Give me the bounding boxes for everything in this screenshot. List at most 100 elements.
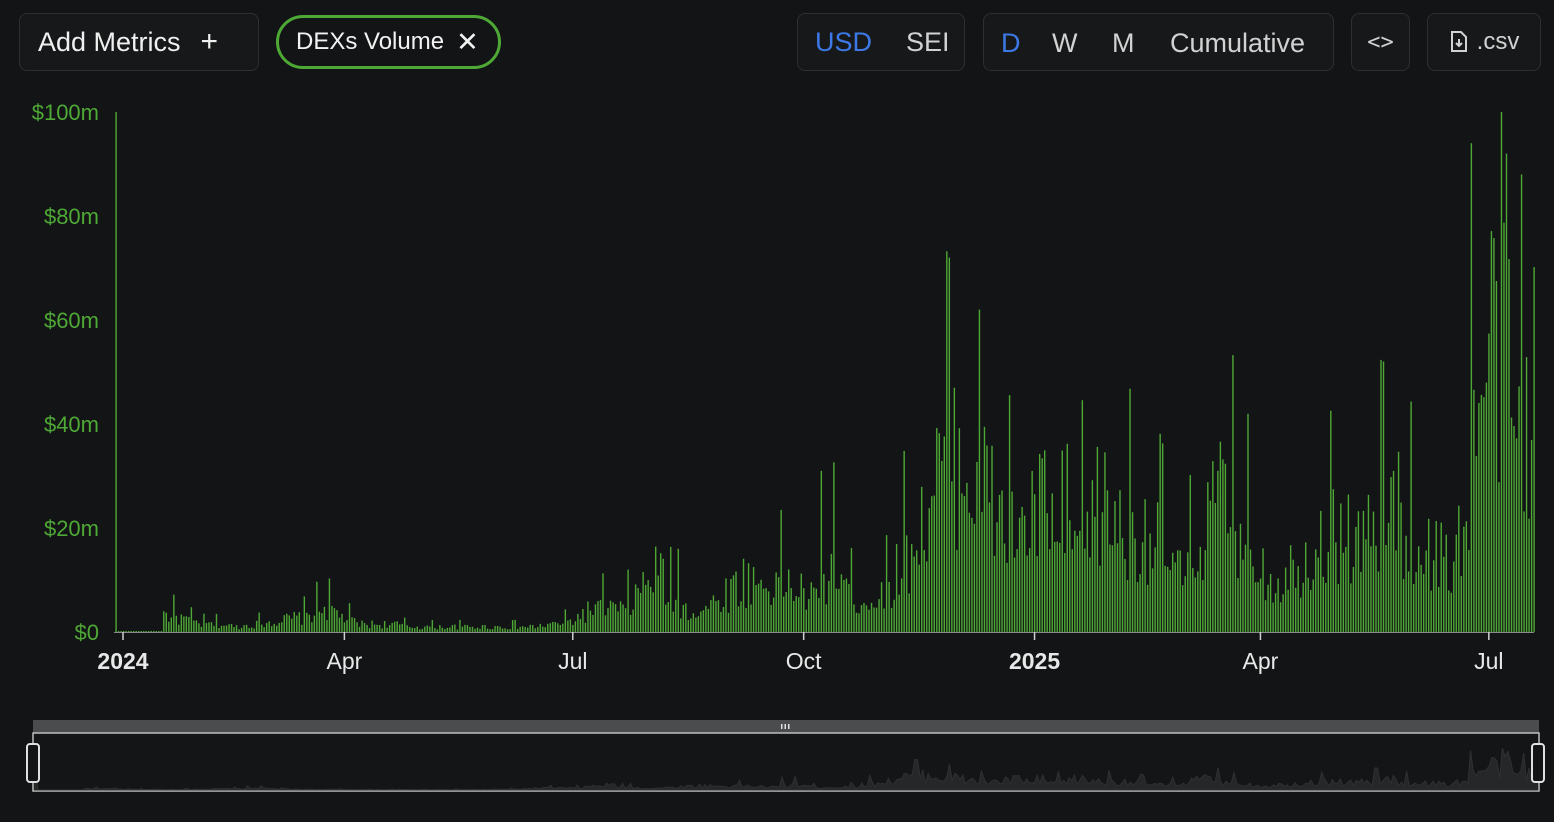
volume-bar [1187,552,1189,632]
volume-bar [516,628,519,632]
volume-bar [464,624,466,632]
volume-bar [712,595,715,632]
volume-bar [1277,578,1279,632]
volume-bar [1086,511,1089,632]
volume-bar [1458,505,1460,632]
volume-bar [399,624,401,632]
volume-bar [870,602,873,632]
volume-bar [835,588,838,632]
volume-bar [313,615,316,632]
volume-bar [963,496,966,632]
volume-bar [1332,489,1335,632]
navigator-scroll-grip[interactable] [781,724,790,729]
volume-bar [1483,397,1485,632]
volume-bar [160,630,162,632]
volume-bar [1307,577,1309,632]
volume-bar [439,625,441,632]
volume-bar [499,626,501,632]
volume-bar [1292,559,1294,632]
volume-bar [777,577,780,632]
volume-bar [1259,578,1262,632]
volume-bar [634,584,637,632]
volume-bar [976,461,978,632]
volume-bar [740,601,742,632]
volume-bar [790,588,792,632]
volume-bar [205,623,208,632]
embed-button[interactable]: <> [1351,13,1410,71]
volume-bar [461,626,464,632]
volume-bar [426,625,429,632]
volume-bar [1239,523,1242,632]
navigator-window[interactable] [32,732,1540,792]
range-navigator[interactable] [0,715,1554,805]
volume-bar [828,580,830,632]
volume-bar [1184,576,1186,632]
volume-bar [775,572,777,632]
volume-bar [125,630,127,632]
volume-bar [968,512,971,632]
volume-bar [1081,400,1084,632]
close-icon[interactable]: ✕ [456,26,479,57]
volume-bar [1510,417,1513,632]
volume-bar [356,622,358,632]
volume-bar [685,603,687,632]
period-option-monthly[interactable]: M [1112,28,1135,58]
volume-bar [243,625,245,632]
unit-option-usd[interactable]: USD [815,26,873,57]
volume-bar [143,630,145,632]
volume-bar [491,629,494,632]
volume-bar [268,621,270,632]
volume-bar [245,624,248,632]
volume-bar [338,617,341,632]
volume-bar [1161,443,1164,632]
volume-bar [429,626,431,632]
volume-bar [238,629,240,632]
period-option-daily[interactable]: D [1001,28,1021,58]
volume-bar [986,445,988,632]
volume-bar [1011,491,1013,632]
metric-chip-dexs-volume[interactable]: DEXs Volume ✕ [276,15,501,69]
volume-bar [534,628,536,632]
volume-bar [183,616,185,632]
volume-bar [293,612,295,632]
unit-option-sei[interactable]: SEI [906,26,950,57]
volume-bar [301,624,303,632]
volume-bar [1224,463,1227,632]
volume-bar [717,600,720,632]
navigator-handle-right[interactable] [1531,743,1545,783]
volume-bar [918,564,920,632]
navigator-handle-left[interactable] [26,743,40,783]
volume-bar [587,601,589,632]
volume-bar [1493,238,1495,632]
volume-bar [318,611,321,632]
add-metrics-button[interactable]: Add Metrics + [19,13,259,71]
volume-bar [1272,602,1274,632]
volume-bar [584,622,587,632]
volume-bar [1415,572,1417,632]
volume-chart[interactable]: $0$20m$40m$60m$80m$100m 2024 Apr Jul Oct 202… [0,90,1554,690]
volume-bar [1530,439,1533,632]
volume-bar [1056,541,1058,632]
volume-bar [1372,511,1375,632]
csv-download-button[interactable]: .csv [1427,13,1541,71]
volume-bar [1498,482,1500,632]
period-option-cumulative[interactable]: Cumulative [1170,28,1306,58]
volume-bar [1410,401,1412,632]
volume-bar [1046,513,1048,632]
period-option-weekly[interactable]: W [1052,28,1078,58]
volume-bar [316,581,318,632]
volume-bar [135,630,137,632]
volume-bar [1071,549,1074,632]
volume-bar [632,609,634,632]
volume-bar [431,619,434,632]
volume-bar [850,548,853,632]
volume-bar [1049,549,1051,632]
volume-bar [265,623,268,632]
volume-bar [511,620,514,632]
volume-bar [1327,551,1329,632]
volume-bar [539,623,541,632]
volume-bar [532,625,534,632]
volume-bar [720,611,722,632]
metric-chip-label: DEXs Volume [296,28,445,55]
x-tick-label: 2025 [1009,648,1060,674]
